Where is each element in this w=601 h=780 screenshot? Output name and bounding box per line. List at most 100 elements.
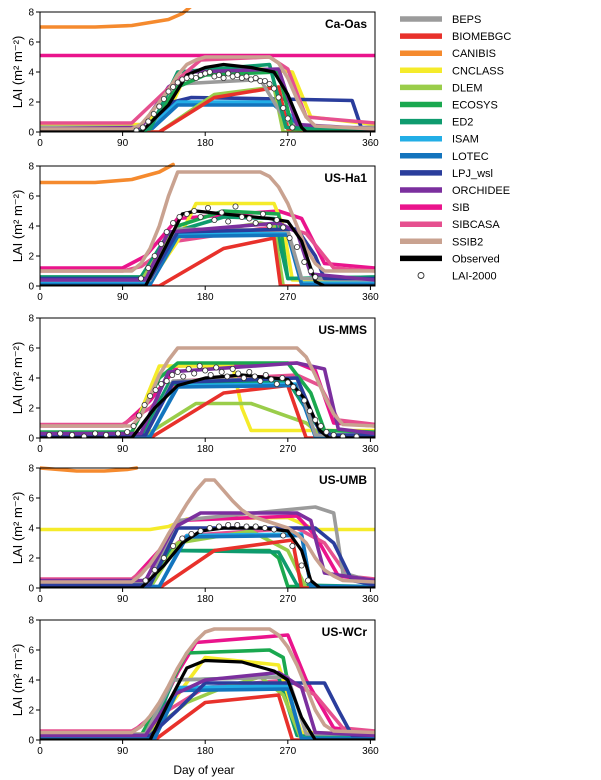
lai-2000-point — [145, 118, 152, 125]
series-orchidee — [40, 221, 375, 282]
panel-title: US-Ha1 — [324, 171, 367, 185]
lai-2000-point — [246, 215, 253, 222]
y-tick-label: 2 — [28, 404, 34, 415]
lai-2000-point — [147, 392, 154, 399]
lai-2000-point — [92, 430, 99, 437]
lai-2000-point — [174, 79, 181, 86]
series-ssib2 — [40, 478, 375, 584]
lai-2000-point — [290, 383, 297, 390]
y-tick-label: 8 — [28, 8, 34, 19]
legend-label: BEPS — [452, 14, 481, 26]
lai-2000-point — [103, 431, 110, 438]
lai-2000-point — [197, 528, 204, 535]
y-axis-label: LAI (m² m⁻²) — [10, 190, 25, 263]
lai-2000-point — [268, 376, 275, 383]
lai-2000-point — [295, 389, 302, 396]
panel-title: US-UMB — [319, 473, 367, 487]
legend-item-lotec: LOTEC — [400, 151, 489, 163]
lai-2000-point — [185, 365, 192, 372]
y-tick-label: 8 — [28, 314, 34, 325]
series-observed — [40, 526, 375, 588]
y-tick-label: 4 — [28, 68, 34, 79]
x-tick-label: 90 — [117, 138, 129, 149]
lai-2000-point — [160, 555, 167, 562]
lai-2000-point — [150, 111, 157, 118]
lai-2000-point — [323, 428, 330, 435]
lai-2000-point — [165, 88, 172, 95]
x-tick-label: 270 — [279, 746, 296, 757]
lai-2000-point — [229, 365, 236, 372]
y-tick-label: 6 — [28, 646, 34, 657]
lai-2000-point — [284, 379, 291, 386]
x-tick-label: 180 — [197, 594, 214, 605]
y-tick-label: 8 — [28, 616, 34, 627]
x-tick-label: 270 — [279, 444, 296, 455]
legend-item-lai-2000: LAI-2000 — [417, 271, 497, 283]
lai-2000-point — [196, 362, 203, 369]
x-tick-label: 90 — [117, 444, 129, 455]
series-orchidee — [40, 361, 375, 436]
lai-2000-point — [139, 124, 146, 131]
lai-2000-point — [286, 234, 293, 241]
panel-us-umb: 0 90 180 270 360 0 2 4 6 8 LAI (m² m⁻²) US-UMB — [10, 464, 379, 606]
series-dlem — [40, 401, 375, 438]
x-tick-label: 180 — [197, 292, 214, 303]
y-tick-label: 0 — [28, 584, 34, 595]
legend-label: ORCHIDEE — [452, 185, 510, 197]
panel-ca-oas: 0 90 180 270 360 0 2 4 6 8 LAI (m² m⁻²) Ca-Oas — [10, 8, 379, 150]
lai-2000-point — [262, 371, 269, 378]
y-tick-label: 2 — [28, 98, 34, 109]
lai-2000-point — [312, 416, 319, 423]
panel-us-mms: 0 90 180 270 360 0 2 4 6 8 LAI (m² m⁻²) US-MMS — [10, 314, 379, 456]
lai-2000-point — [280, 105, 287, 112]
plot-area — [40, 627, 375, 740]
y-tick-label: 4 — [28, 374, 34, 385]
x-tick-label: 270 — [279, 138, 296, 149]
y-axis-label: LAI (m² m⁻²) — [10, 36, 25, 109]
x-tick-label: 0 — [37, 594, 43, 605]
chart-panels: 0 90 180 270 360 0 2 4 6 8 LAI (m² m⁻²) Ca-Oas 0 90 18… — [10, 8, 379, 758]
x-tick-label: 90 — [117, 594, 129, 605]
legend-item-beps: BEPS — [400, 14, 481, 26]
lai-2000-point — [266, 81, 273, 88]
series-ssib2 — [40, 346, 375, 428]
y-tick-label: 6 — [28, 192, 34, 203]
series-ssib2 — [40, 170, 375, 273]
lai-2000-point — [179, 535, 186, 542]
lai-2000-point — [130, 422, 137, 429]
lai-2000-point — [225, 70, 232, 77]
lai-2000-point — [152, 386, 159, 393]
lai-2000-point — [240, 374, 247, 381]
lai-2000-point — [191, 370, 198, 377]
lai-2000-point — [339, 433, 346, 438]
lai-2000-point — [225, 522, 232, 529]
series-canibis — [40, 162, 175, 185]
legend-swatch — [417, 272, 425, 279]
lai-2000-point — [284, 115, 291, 122]
panel-title: Ca-Oas — [325, 17, 367, 31]
lai-2000-point — [197, 213, 204, 220]
y-axis-label: LAI (m² m⁻²) — [10, 644, 25, 717]
legend-item-ed2: ED2 — [400, 117, 473, 129]
lai-2000-point — [151, 567, 158, 574]
lai-2000-point — [188, 531, 195, 538]
y-tick-label: 8 — [28, 162, 34, 173]
series-dlem — [40, 85, 375, 132]
x-tick-label: 360 — [362, 138, 379, 149]
lai-2000-point — [207, 371, 214, 378]
lai-2000-point — [133, 127, 140, 132]
lai-2000-point — [163, 377, 170, 384]
lai-2000-point — [160, 96, 167, 103]
lai-2000-point — [251, 373, 258, 380]
lai-2000-point — [169, 371, 176, 378]
legend-label: CNCLASS — [452, 65, 504, 77]
x-tick-label: 90 — [117, 292, 129, 303]
series-dlem — [40, 529, 375, 588]
lai-2000-point — [158, 240, 165, 247]
lai-2000-point — [145, 264, 152, 271]
lai-2000-point — [317, 422, 324, 429]
legend-label: ED2 — [452, 117, 473, 129]
legend-item-cnclass: CNCLASS — [400, 65, 504, 77]
y-tick-label: 0 — [28, 434, 34, 445]
x-tick-label: 360 — [362, 746, 379, 757]
